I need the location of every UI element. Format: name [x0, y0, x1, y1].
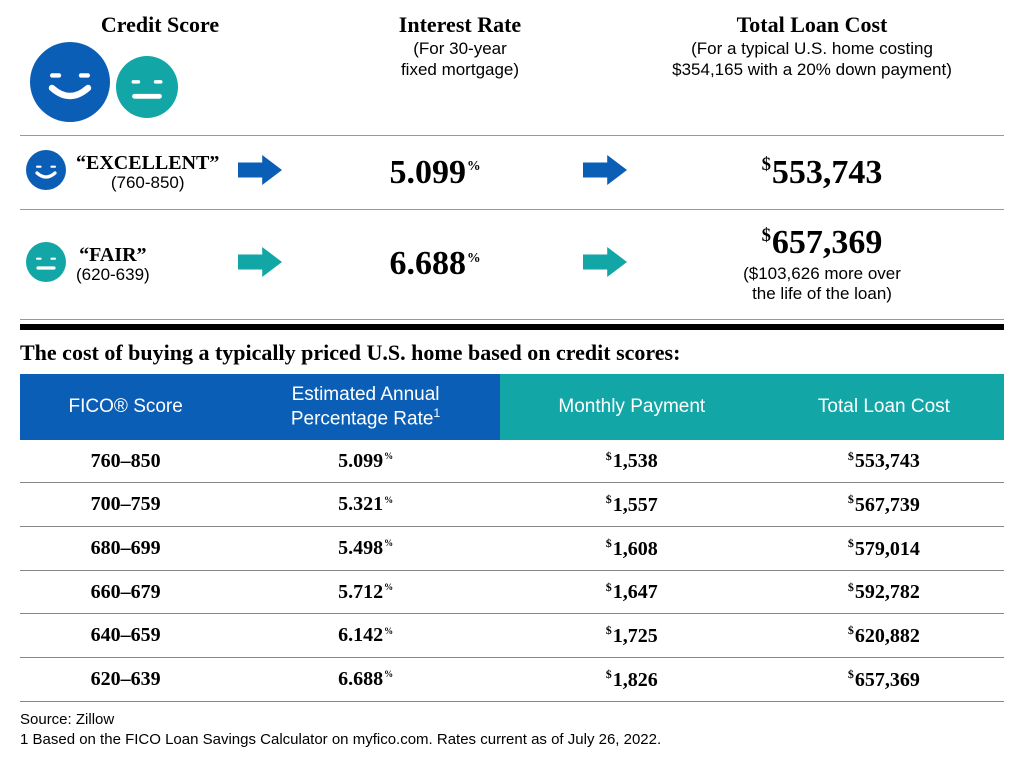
range-label: (760-850) — [76, 174, 219, 193]
smile-face-icon — [26, 150, 66, 195]
smile-face-icon — [30, 42, 110, 127]
cell-total: 657,369 — [764, 658, 1004, 702]
cell-score: 680–699 — [20, 527, 231, 571]
header-interest-rate: Interest Rate (For 30-yearfixed mortgage… — [300, 12, 620, 81]
credit-score-title: Credit Score — [20, 12, 300, 38]
table-row: 680–699 5.498 1,608 579,014 — [20, 527, 1004, 571]
cell-apr: 6.142 — [231, 614, 499, 658]
comp-score-cell: “FAIR” (620-639) — [20, 242, 220, 287]
table-row: 700–759 5.321 1,557 567,739 — [20, 483, 1004, 527]
table-body: 760–850 5.099 1,538 553,743 700–759 5.32… — [20, 440, 1004, 701]
source-line: Source: Zillow — [20, 710, 1004, 730]
interest-rate-title: Interest Rate — [300, 12, 620, 38]
cell-monthly: 1,826 — [500, 658, 764, 702]
comp-rate: 6.688 — [300, 245, 570, 283]
comp-score-cell: “EXCELLENT” (760-850) — [20, 150, 220, 195]
table-row: 660–679 5.712 1,647 592,782 — [20, 570, 1004, 614]
table-header-cell: Total Loan Cost — [764, 374, 1004, 440]
comparison-row: “EXCELLENT” (760-850) 5.099 553,743 — [20, 136, 1004, 210]
interest-rate-sub: (For 30-yearfixed mortgage) — [300, 38, 620, 81]
comp-rate: 5.099 — [300, 154, 570, 192]
cell-score: 640–659 — [20, 614, 231, 658]
neutral-face-icon — [26, 242, 66, 287]
table-title: The cost of buying a typically priced U.… — [20, 340, 1004, 366]
table-header-row: FICO® ScoreEstimated AnnualPercentage Ra… — [20, 374, 1004, 440]
cell-monthly: 1,538 — [500, 440, 764, 483]
total-cost-sub: (For a typical U.S. home costing$354,165… — [620, 38, 1004, 81]
cell-monthly: 1,725 — [500, 614, 764, 658]
cell-total: 620,882 — [764, 614, 1004, 658]
footnote-1: 1 Based on the FICO Loan Savings Calcula… — [20, 730, 1004, 750]
comparison-section: “EXCELLENT” (760-850) 5.099 553,743 “FAI… — [20, 136, 1004, 320]
cell-monthly: 1,608 — [500, 527, 764, 571]
arrow-icon — [220, 247, 300, 282]
tier-label: “EXCELLENT” — [76, 152, 219, 174]
header-credit-score: Credit Score — [20, 12, 300, 127]
cell-apr: 5.712 — [231, 570, 499, 614]
table-header-cell: FICO® Score — [20, 374, 231, 440]
range-label: (620-639) — [76, 266, 150, 285]
comp-label: “FAIR” (620-639) — [76, 244, 150, 285]
cost-note: ($103,626 more overthe life of the loan) — [640, 264, 1004, 305]
comp-label: “EXCELLENT” (760-850) — [76, 152, 219, 193]
cell-score: 700–759 — [20, 483, 231, 527]
comp-cost: 657,369 ($103,626 more overthe life of t… — [640, 224, 1004, 305]
cell-total: 567,739 — [764, 483, 1004, 527]
comparison-row: “FAIR” (620-639) 6.688 657,369 ($103,626… — [20, 210, 1004, 320]
credit-score-table: FICO® ScoreEstimated AnnualPercentage Ra… — [20, 374, 1004, 702]
cell-apr: 6.688 — [231, 658, 499, 702]
arrow-icon — [570, 247, 640, 282]
arrow-icon — [220, 155, 300, 190]
header-total-cost: Total Loan Cost (For a typical U.S. home… — [620, 12, 1004, 81]
cell-monthly: 1,557 — [500, 483, 764, 527]
table-row: 620–639 6.688 1,826 657,369 — [20, 658, 1004, 702]
header-faces — [30, 42, 300, 127]
cell-apr: 5.321 — [231, 483, 499, 527]
cell-score: 660–679 — [20, 570, 231, 614]
header-row: Credit Score Interest Rate (For 30-yearf… — [20, 12, 1004, 136]
cell-apr: 5.099 — [231, 440, 499, 483]
table-header-cell: Monthly Payment — [500, 374, 764, 440]
arrow-icon — [570, 155, 640, 190]
table-row: 640–659 6.142 1,725 620,882 — [20, 614, 1004, 658]
cell-monthly: 1,647 — [500, 570, 764, 614]
cell-total: 592,782 — [764, 570, 1004, 614]
neutral-face-icon — [116, 56, 178, 123]
table-header-cell: Estimated AnnualPercentage Rate1 — [231, 374, 499, 440]
thick-divider — [20, 324, 1004, 330]
table-row: 760–850 5.099 1,538 553,743 — [20, 440, 1004, 483]
total-cost-title: Total Loan Cost — [620, 12, 1004, 38]
comp-cost: 553,743 — [640, 154, 1004, 192]
footnotes: Source: Zillow 1 Based on the FICO Loan … — [20, 710, 1004, 751]
cell-score: 760–850 — [20, 440, 231, 483]
cell-score: 620–639 — [20, 658, 231, 702]
tier-label: “FAIR” — [76, 244, 150, 266]
cell-total: 553,743 — [764, 440, 1004, 483]
cell-apr: 5.498 — [231, 527, 499, 571]
cell-total: 579,014 — [764, 527, 1004, 571]
